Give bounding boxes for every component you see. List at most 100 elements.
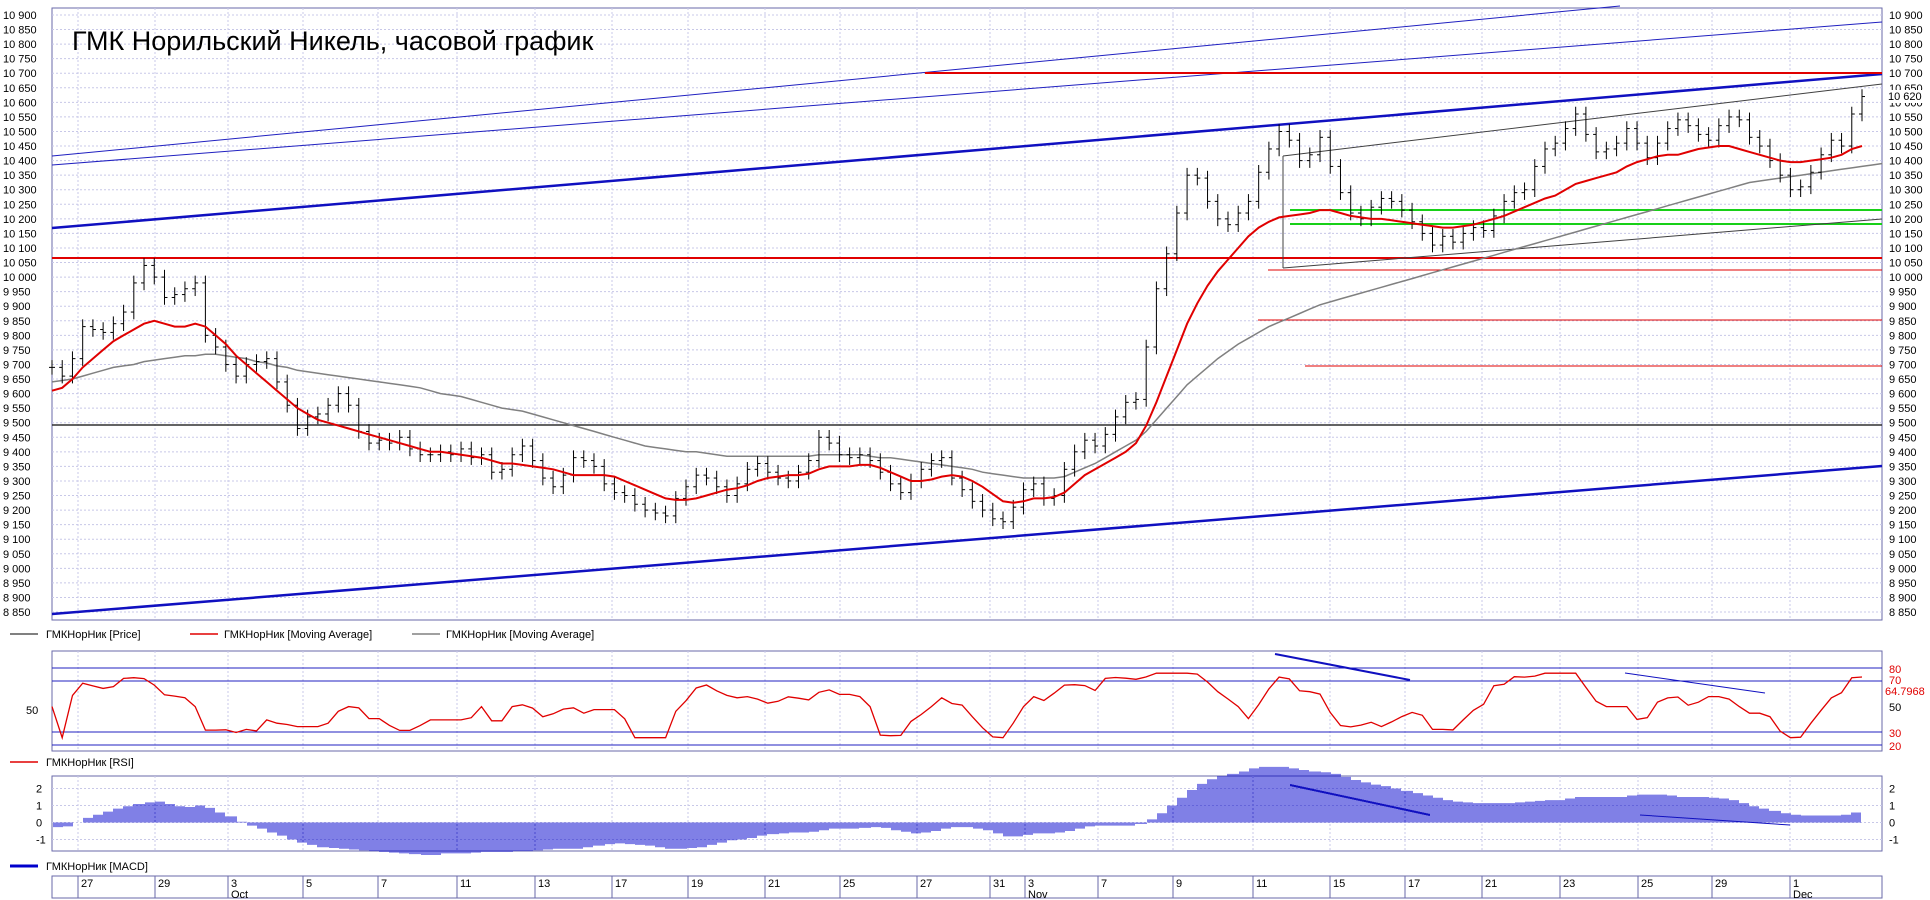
legend-ma-slow: ГМКНорНик [Moving Average] [446, 629, 594, 641]
price-y-tick-left: 10 200 [3, 214, 37, 226]
price-bar [89, 319, 96, 337]
macd-legend: ГМКНорНик [MACD] [10, 861, 148, 873]
price-bar [120, 304, 127, 331]
rsi-right-ticks: 80 70 50 30 20 [1889, 664, 1901, 753]
price-bar [79, 319, 86, 366]
price-bar [1398, 194, 1405, 218]
price-y-tick-right: 9 000 [1889, 563, 1917, 575]
x-day-label: 21 [768, 878, 780, 890]
price-bar [652, 502, 659, 521]
price-y-tick-left: 10 350 [3, 170, 37, 182]
price-bar [1153, 281, 1160, 355]
price-bar [59, 360, 66, 384]
x-day-label: 27 [81, 878, 93, 890]
svg-text:20: 20 [1889, 741, 1901, 753]
price-bar [1265, 141, 1272, 180]
price-bar [529, 438, 536, 468]
price-bar [202, 275, 209, 343]
price-y-tick-left: 10 400 [3, 156, 37, 168]
price-bar [775, 464, 782, 486]
price-bar [1552, 135, 1559, 157]
price-bar [1409, 202, 1416, 230]
price-bar [1132, 392, 1139, 410]
price-bar [1061, 462, 1068, 503]
price-bar [1235, 205, 1242, 232]
price-bar [1531, 159, 1538, 198]
price-y-tick-left: 10 700 [3, 68, 37, 80]
macd-y-tick-left: 2 [36, 784, 42, 796]
ma-polyline [51, 145, 1863, 504]
price-y-tick-right: 9 100 [1889, 534, 1917, 546]
price-y-tick-right: 9 500 [1889, 418, 1917, 430]
price-bar [1848, 106, 1855, 154]
price-bar [826, 429, 833, 451]
price-y-tick-right: 10 050 [1889, 258, 1923, 270]
x-month-label: Nov [1028, 889, 1048, 900]
price-bar [376, 432, 383, 451]
last-price-label: 10 620 [1888, 91, 1922, 103]
x-axis-frame [51, 875, 1883, 899]
price-bar [1593, 127, 1600, 160]
price-y-tick-right: 9 950 [1889, 287, 1917, 299]
price-y-tick-right: 9 050 [1889, 549, 1917, 561]
x-day-label: 9 [1176, 878, 1182, 890]
price-bar [795, 464, 802, 489]
price-bar [1112, 409, 1119, 442]
price-y-tick-left: 9 500 [3, 418, 31, 430]
price-bar [1807, 164, 1814, 195]
price-bar [335, 386, 342, 413]
x-day-label: 21 [1485, 878, 1497, 890]
trendline-main-lower [51, 464, 1883, 616]
price-y-tick-right: 10 900 [1889, 10, 1923, 22]
price-bar [1715, 118, 1722, 148]
price-bar [130, 275, 137, 320]
price-y-tick-left: 10 100 [3, 243, 37, 255]
price-bar [734, 476, 741, 503]
price-bar [1081, 432, 1088, 460]
price-bar [161, 269, 168, 305]
macd-y-tick-left: 0 [36, 818, 42, 830]
price-bar [938, 450, 945, 468]
rsi-line [51, 672, 1863, 741]
svg-text:30: 30 [1889, 728, 1901, 740]
price-bar [948, 450, 955, 486]
price-bar [662, 505, 669, 524]
price-bar [488, 447, 495, 480]
price-bar [1705, 127, 1712, 148]
price-bar [181, 281, 188, 302]
price-bar [1746, 112, 1753, 145]
price-y-tick-left: 9 650 [3, 374, 31, 386]
price-bar [785, 470, 792, 489]
price-bar [263, 351, 270, 369]
price-y-tick-right: 9 400 [1889, 447, 1917, 459]
price-y-tick-right: 9 900 [1889, 301, 1917, 313]
price-bar [1030, 476, 1037, 497]
price-y-tick-left: 10 000 [3, 272, 37, 284]
price-bar [1511, 185, 1518, 209]
price-y-tick-right: 10 750 [1889, 54, 1923, 66]
price-bar [1357, 205, 1364, 227]
price-bar [110, 316, 117, 340]
price-y-tick-right: 9 550 [1889, 403, 1917, 415]
ma-polyline [51, 162, 1883, 479]
price-bar [1521, 182, 1528, 200]
price-bar [1695, 118, 1702, 142]
x-day-label: 29 [1715, 878, 1727, 890]
price-bar [1143, 339, 1150, 407]
rsi-divergence-1 [1274, 653, 1411, 681]
svg-text:50: 50 [1889, 702, 1901, 714]
price-bar [1460, 226, 1467, 250]
price-bar [1756, 130, 1763, 154]
price-y-tick-right: 9 650 [1889, 374, 1917, 386]
macd-y-tick-right: 2 [1889, 784, 1895, 796]
legend-rsi: ГМКНорНик [RSI] [46, 757, 134, 769]
price-y-tick-right: 10 800 [1889, 39, 1923, 51]
macd-y-tick-left: -1 [36, 835, 46, 847]
price-y-tick-left: 9 300 [3, 476, 31, 488]
price-bar [1623, 121, 1630, 151]
x-day-label: 31 [993, 878, 1005, 890]
price-y-tick-right: 10 100 [1889, 243, 1923, 255]
macd-y-axis: 2 2 1 1 0 0 -1 -1 [36, 784, 1899, 847]
price-y-tick-left: 10 150 [3, 228, 37, 240]
x-day-label: 3 [231, 878, 237, 890]
